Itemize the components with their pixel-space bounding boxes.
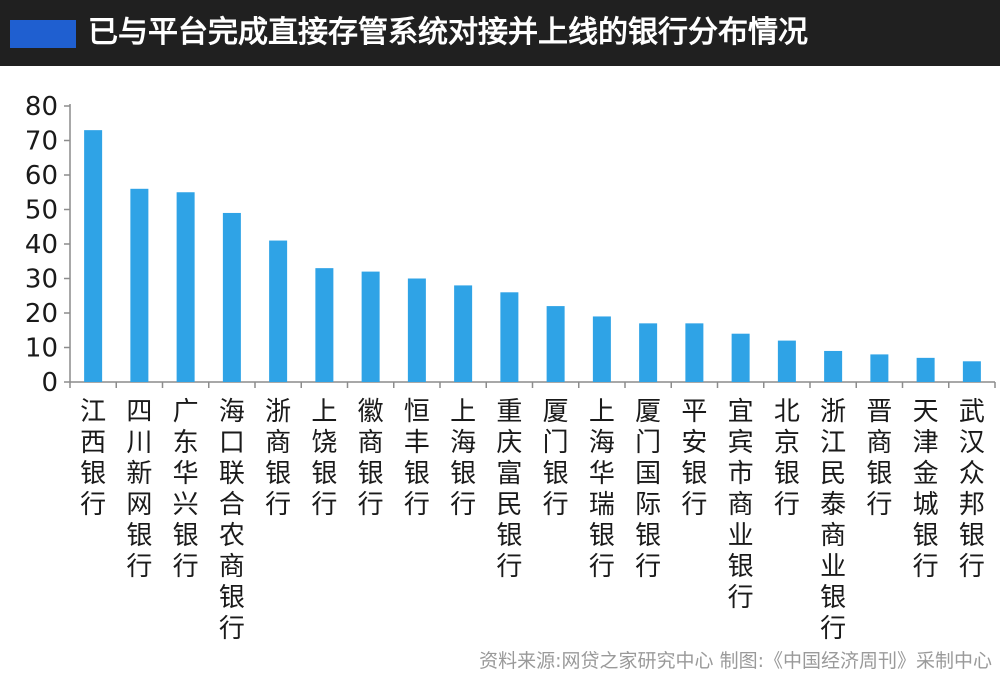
chart-title: 已与平台完成直接存管系统对接并上线的银行分布情况 bbox=[88, 15, 808, 50]
bar bbox=[592, 316, 611, 382]
bar bbox=[315, 268, 334, 382]
x-tick-label: 徽商银行 bbox=[358, 397, 384, 520]
y-tick-label: 70 bbox=[25, 127, 58, 157]
x-tick-label: 上海华瑞银行 bbox=[589, 397, 615, 582]
bar bbox=[824, 350, 843, 382]
x-tick-label: 厦门银行 bbox=[543, 397, 569, 520]
y-tick-label: 40 bbox=[25, 230, 58, 260]
y-tick-label: 50 bbox=[25, 196, 58, 226]
bar bbox=[685, 323, 704, 382]
bar bbox=[777, 340, 796, 382]
x-tick-label: 武汉众邦银行 bbox=[959, 397, 985, 582]
bar bbox=[546, 306, 565, 382]
x-tick-label: 浙商银行 bbox=[265, 397, 291, 520]
bar bbox=[639, 323, 658, 382]
y-tick-label: 20 bbox=[25, 299, 58, 329]
x-tick-label: 上饶银行 bbox=[311, 397, 337, 520]
x-tick-label: 宜宾市商业银行 bbox=[728, 397, 754, 613]
x-tick-label: 恒丰银行 bbox=[404, 397, 430, 520]
bar bbox=[962, 361, 981, 382]
bar bbox=[176, 192, 195, 382]
bar bbox=[500, 292, 519, 382]
y-tick-label: 0 bbox=[41, 368, 58, 398]
header-accent-bar bbox=[10, 20, 76, 48]
bar bbox=[454, 285, 473, 382]
bar-chart: 0 10 20 30 40 50 60 70 80 江西银行四川新网银行广东华兴银行海口联合农商… bbox=[25, 92, 996, 644]
x-tick-label: 天津金城银行 bbox=[913, 397, 939, 582]
x-axis bbox=[69, 381, 996, 388]
chart-header: 已与平台完成直接存管系统对接并上线的银行分布情况 bbox=[0, 0, 1000, 66]
bar bbox=[870, 354, 889, 382]
x-tick-label: 四川新网银行 bbox=[126, 397, 152, 582]
x-tick-label: 晋商银行 bbox=[866, 397, 892, 520]
x-tick-label: 广东华兴银行 bbox=[173, 397, 199, 582]
x-tick-label: 北京银行 bbox=[774, 397, 800, 520]
bar bbox=[222, 212, 241, 382]
y-tick-label: 30 bbox=[25, 265, 58, 295]
x-tick-label: 浙江民泰商业银行 bbox=[820, 397, 846, 644]
x-tick-label: 平安银行 bbox=[681, 397, 707, 520]
x-tick-labels: 江西银行四川新网银行广东华兴银行海口联合农商银行浙商银行上饶银行徽商银行恒丰银行… bbox=[80, 397, 985, 644]
x-tick-label: 厦门国际银行 bbox=[635, 397, 661, 582]
bar bbox=[361, 271, 380, 382]
y-axis: 0 10 20 30 40 50 60 70 80 bbox=[25, 92, 71, 398]
bar bbox=[269, 240, 288, 382]
source-note: 资料来源:网贷之家研究中心 制图:《中国经济周刊》采制中心 bbox=[479, 650, 992, 672]
bars bbox=[84, 130, 981, 382]
x-tick-label: 上海银行 bbox=[450, 397, 476, 520]
x-tick-label: 重庆富民银行 bbox=[496, 397, 522, 582]
bar bbox=[916, 357, 935, 382]
y-tick-label: 60 bbox=[25, 161, 58, 191]
bar bbox=[84, 130, 103, 382]
bar bbox=[130, 188, 149, 382]
y-tick-label: 80 bbox=[25, 92, 58, 122]
bar bbox=[731, 333, 750, 382]
x-tick-label: 江西银行 bbox=[80, 397, 106, 520]
bar bbox=[407, 278, 426, 382]
x-tick-label: 海口联合农商银行 bbox=[219, 397, 245, 644]
y-tick-label: 10 bbox=[25, 334, 58, 364]
